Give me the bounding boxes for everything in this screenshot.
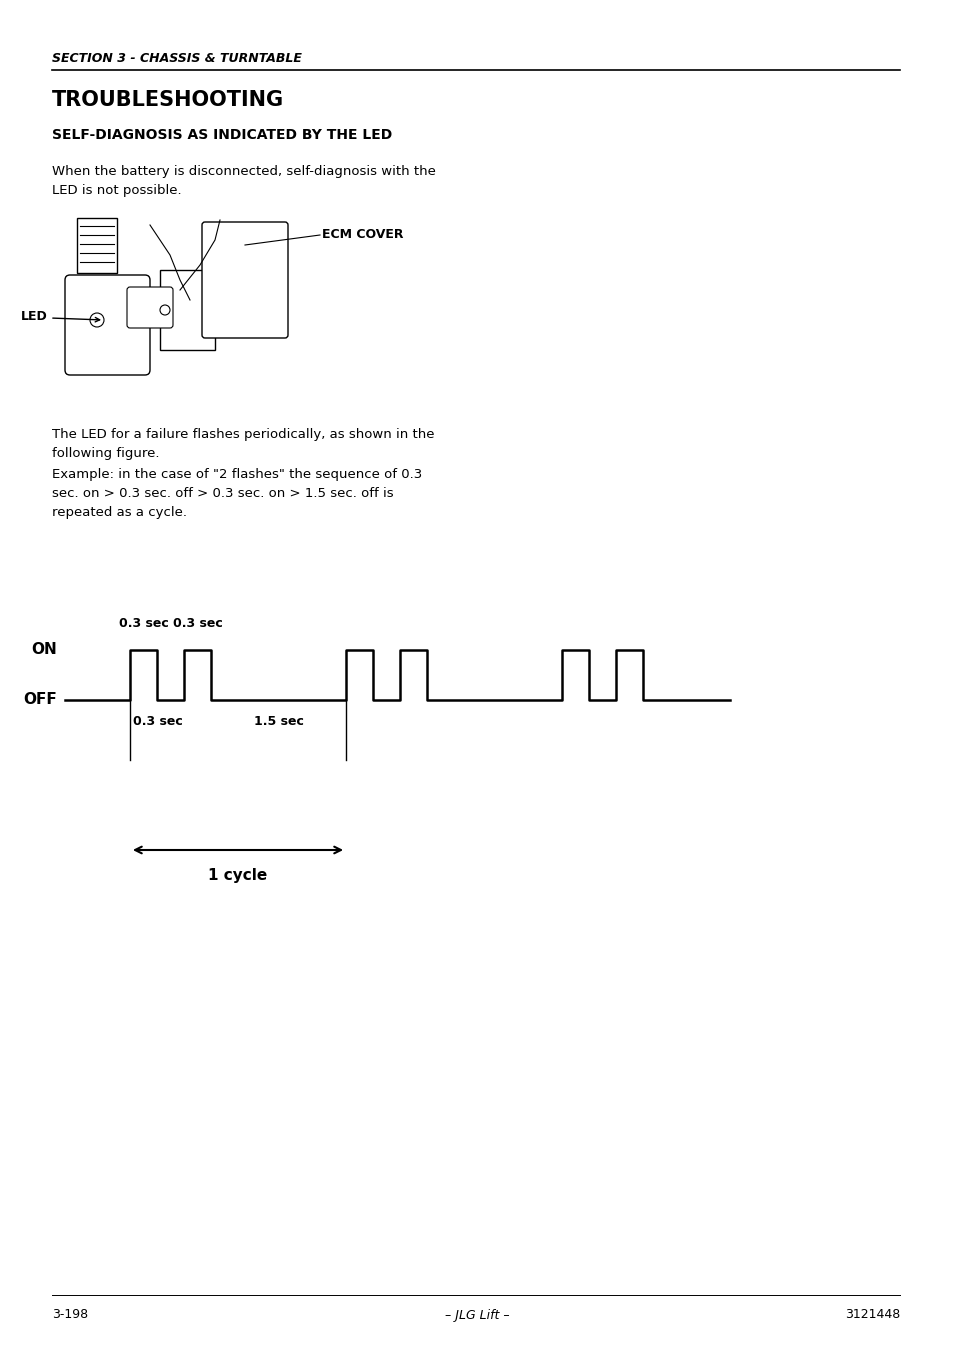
FancyBboxPatch shape bbox=[202, 221, 288, 338]
Text: 1.5 sec: 1.5 sec bbox=[253, 716, 303, 728]
Text: OFF: OFF bbox=[23, 693, 57, 707]
FancyBboxPatch shape bbox=[65, 275, 150, 375]
Text: The LED for a failure flashes periodically, as shown in the
following figure.: The LED for a failure flashes periodical… bbox=[52, 428, 434, 460]
Text: 3121448: 3121448 bbox=[843, 1308, 899, 1322]
Text: When the battery is disconnected, self-diagnosis with the
LED is not possible.: When the battery is disconnected, self-d… bbox=[52, 165, 436, 197]
Text: SECTION 3 - CHASSIS & TURNTABLE: SECTION 3 - CHASSIS & TURNTABLE bbox=[52, 53, 301, 65]
Text: 0.3 sec: 0.3 sec bbox=[133, 716, 183, 728]
Bar bbox=[77, 217, 117, 273]
Text: 0.3 sec: 0.3 sec bbox=[172, 617, 222, 630]
Text: ECM COVER: ECM COVER bbox=[322, 228, 403, 242]
Circle shape bbox=[160, 305, 170, 315]
Text: 1 cycle: 1 cycle bbox=[208, 868, 268, 883]
Bar bbox=[160, 270, 214, 350]
Text: 3-198: 3-198 bbox=[52, 1308, 88, 1322]
Text: Example: in the case of "2 flashes" the sequence of 0.3
sec. on > 0.3 sec. off >: Example: in the case of "2 flashes" the … bbox=[52, 468, 422, 518]
Text: 0.3 sec: 0.3 sec bbox=[118, 617, 168, 630]
Circle shape bbox=[90, 313, 104, 327]
Text: TROUBLESHOOTING: TROUBLESHOOTING bbox=[52, 90, 284, 109]
FancyBboxPatch shape bbox=[127, 288, 172, 328]
Text: LED: LED bbox=[21, 310, 48, 324]
Text: ON: ON bbox=[31, 643, 57, 657]
Text: – JLG Lift –: – JLG Lift – bbox=[444, 1308, 509, 1322]
Text: SELF-DIAGNOSIS AS INDICATED BY THE LED: SELF-DIAGNOSIS AS INDICATED BY THE LED bbox=[52, 128, 392, 142]
